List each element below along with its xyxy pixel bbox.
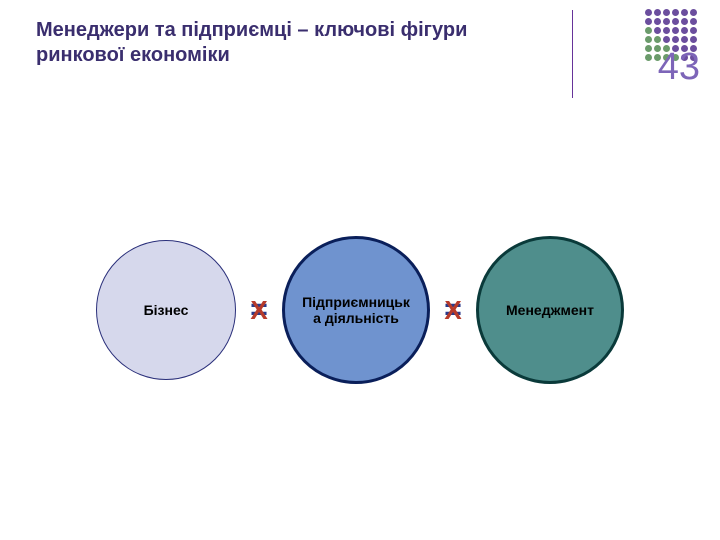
- not-equal-x: X: [444, 295, 461, 326]
- decor-dot: [672, 9, 679, 16]
- decor-dot: [663, 18, 670, 25]
- connector-0: =X: [236, 285, 282, 335]
- concept-label: Менеджмент: [506, 302, 594, 318]
- decor-dot: [645, 45, 652, 52]
- concept-circle-0: Бізнес: [96, 240, 236, 380]
- decor-dot: [663, 9, 670, 16]
- concept-label: Підприємницька діяльність: [299, 294, 413, 326]
- decor-dot: [690, 18, 697, 25]
- decor-dot: [654, 9, 661, 16]
- decor-dot: [672, 36, 679, 43]
- decor-dot: [681, 9, 688, 16]
- decor-dot: [663, 27, 670, 34]
- decor-dot: [654, 18, 661, 25]
- page-number: 43: [658, 46, 700, 89]
- decor-dot: [645, 9, 652, 16]
- slide-title: Менеджери та підприємці – ключові фігури…: [36, 18, 496, 68]
- decor-dot: [690, 36, 697, 43]
- decor-dot: [672, 27, 679, 34]
- vertical-divider: [572, 10, 573, 98]
- connector-1: =X: [430, 285, 476, 335]
- decor-dot: [663, 36, 670, 43]
- decor-dot: [645, 27, 652, 34]
- not-equal-x: X: [250, 295, 267, 326]
- decor-dot: [645, 36, 652, 43]
- concept-label: Бізнес: [144, 302, 189, 318]
- diagram: Бізнес =X Підприємницька діяльність =X Менед…: [0, 210, 720, 410]
- decor-dot: [654, 36, 661, 43]
- decor-dot: [681, 36, 688, 43]
- decor-dot: [690, 9, 697, 16]
- decor-dot: [681, 18, 688, 25]
- decor-dot: [672, 18, 679, 25]
- slide: Менеджери та підприємці – ключові фігури…: [0, 0, 720, 540]
- decor-dot: [645, 54, 652, 61]
- concept-circle-2: Менеджмент: [476, 236, 624, 384]
- decor-dot: [690, 27, 697, 34]
- decor-dot: [681, 27, 688, 34]
- decor-dot: [654, 27, 661, 34]
- decor-dot: [645, 18, 652, 25]
- concept-circle-1: Підприємницька діяльність: [282, 236, 430, 384]
